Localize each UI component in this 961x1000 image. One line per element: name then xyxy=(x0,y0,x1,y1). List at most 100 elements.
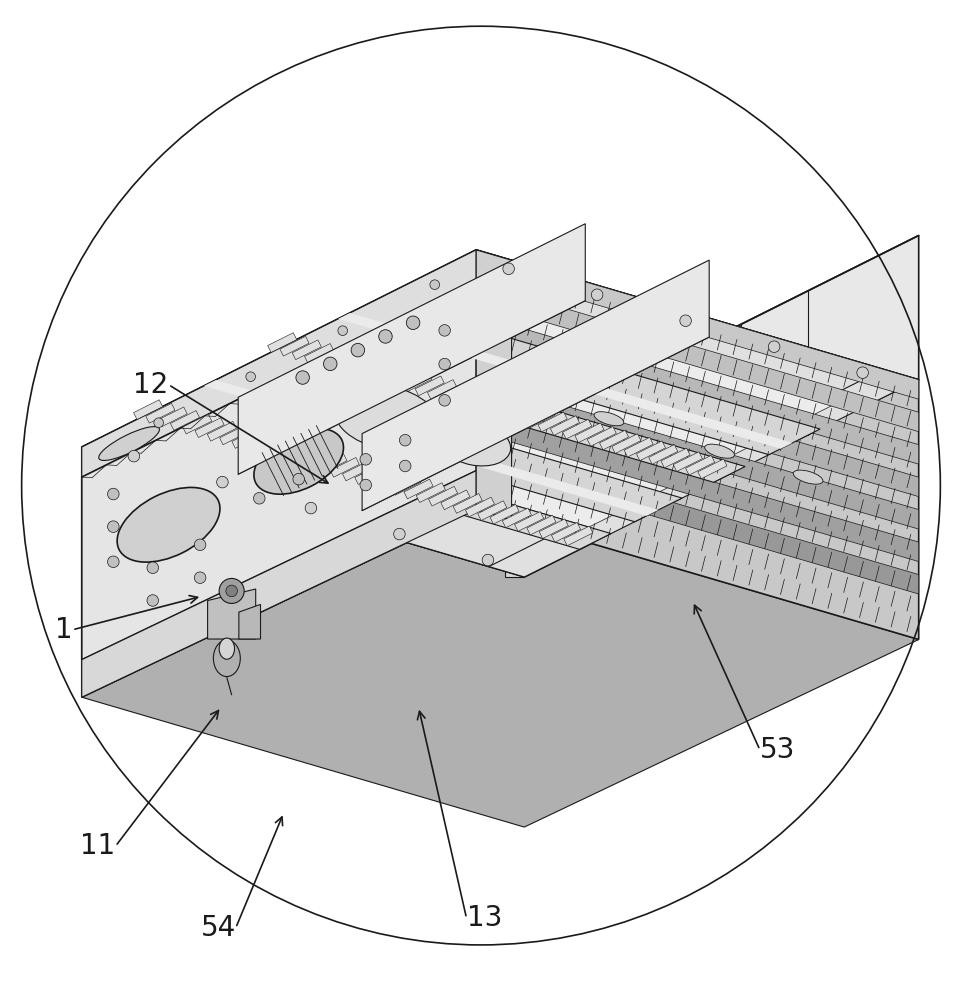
Polygon shape xyxy=(238,604,260,639)
Polygon shape xyxy=(429,250,918,403)
Polygon shape xyxy=(586,427,616,446)
Circle shape xyxy=(194,572,206,583)
Polygon shape xyxy=(190,359,691,527)
Polygon shape xyxy=(268,439,298,459)
Polygon shape xyxy=(476,282,918,432)
Polygon shape xyxy=(562,419,591,439)
Polygon shape xyxy=(354,358,382,378)
Text: 53: 53 xyxy=(759,736,795,764)
Polygon shape xyxy=(453,494,481,513)
Polygon shape xyxy=(257,436,285,456)
Polygon shape xyxy=(488,398,517,417)
Polygon shape xyxy=(527,515,555,535)
Text: 1: 1 xyxy=(55,616,72,644)
Polygon shape xyxy=(204,380,657,516)
Polygon shape xyxy=(330,457,358,477)
Polygon shape xyxy=(550,416,579,435)
Circle shape xyxy=(359,479,371,491)
Polygon shape xyxy=(476,250,918,399)
Ellipse shape xyxy=(254,428,343,494)
Polygon shape xyxy=(599,430,628,450)
Circle shape xyxy=(768,341,779,352)
Circle shape xyxy=(359,454,371,465)
Circle shape xyxy=(253,493,264,504)
Polygon shape xyxy=(563,526,592,546)
Polygon shape xyxy=(427,380,456,399)
Polygon shape xyxy=(476,347,918,497)
Polygon shape xyxy=(136,404,610,549)
Polygon shape xyxy=(697,459,727,479)
Polygon shape xyxy=(673,452,702,471)
Polygon shape xyxy=(117,260,918,577)
Polygon shape xyxy=(82,429,559,577)
Text: 11: 11 xyxy=(80,832,115,860)
Polygon shape xyxy=(648,445,678,464)
Circle shape xyxy=(503,263,514,275)
Polygon shape xyxy=(316,347,346,367)
Polygon shape xyxy=(611,434,640,453)
Polygon shape xyxy=(415,376,444,396)
Ellipse shape xyxy=(793,470,822,484)
Polygon shape xyxy=(208,589,256,639)
Polygon shape xyxy=(501,401,530,421)
Polygon shape xyxy=(292,340,321,360)
Polygon shape xyxy=(636,441,665,461)
Circle shape xyxy=(147,562,159,574)
Circle shape xyxy=(147,595,159,606)
Polygon shape xyxy=(271,337,745,482)
Ellipse shape xyxy=(439,421,510,466)
Polygon shape xyxy=(464,390,493,410)
Polygon shape xyxy=(428,486,457,506)
Circle shape xyxy=(379,330,392,343)
Polygon shape xyxy=(476,250,918,639)
Circle shape xyxy=(305,502,316,514)
Polygon shape xyxy=(338,313,792,449)
Polygon shape xyxy=(478,501,506,520)
Circle shape xyxy=(438,395,450,406)
Polygon shape xyxy=(476,250,511,520)
Polygon shape xyxy=(514,512,543,531)
Polygon shape xyxy=(238,224,584,474)
Polygon shape xyxy=(439,383,468,403)
Circle shape xyxy=(856,367,868,378)
Circle shape xyxy=(393,528,405,540)
Polygon shape xyxy=(267,333,296,352)
Polygon shape xyxy=(513,405,542,425)
Polygon shape xyxy=(82,250,476,477)
Polygon shape xyxy=(502,508,530,528)
Circle shape xyxy=(296,371,309,384)
Circle shape xyxy=(679,315,691,327)
Polygon shape xyxy=(685,455,714,475)
Polygon shape xyxy=(403,372,431,392)
Polygon shape xyxy=(538,519,568,539)
Circle shape xyxy=(438,358,450,370)
Polygon shape xyxy=(232,429,260,448)
Ellipse shape xyxy=(594,412,623,426)
Polygon shape xyxy=(325,286,836,460)
Circle shape xyxy=(399,460,410,472)
Polygon shape xyxy=(82,250,882,567)
Ellipse shape xyxy=(117,487,220,562)
Polygon shape xyxy=(82,281,476,660)
Circle shape xyxy=(399,434,410,446)
Polygon shape xyxy=(280,336,308,356)
Polygon shape xyxy=(390,369,419,389)
Polygon shape xyxy=(293,447,322,466)
Polygon shape xyxy=(342,461,371,481)
Text: 12: 12 xyxy=(133,371,168,399)
Polygon shape xyxy=(158,407,187,427)
Ellipse shape xyxy=(99,427,160,460)
Polygon shape xyxy=(281,443,309,463)
Circle shape xyxy=(194,539,206,551)
Polygon shape xyxy=(306,450,334,470)
Polygon shape xyxy=(489,504,519,524)
Circle shape xyxy=(430,280,439,289)
Polygon shape xyxy=(207,421,236,441)
Polygon shape xyxy=(170,411,199,430)
Polygon shape xyxy=(378,365,407,385)
Polygon shape xyxy=(146,403,175,423)
Polygon shape xyxy=(465,497,494,517)
Polygon shape xyxy=(505,433,524,577)
Circle shape xyxy=(246,372,256,381)
Polygon shape xyxy=(440,490,469,510)
